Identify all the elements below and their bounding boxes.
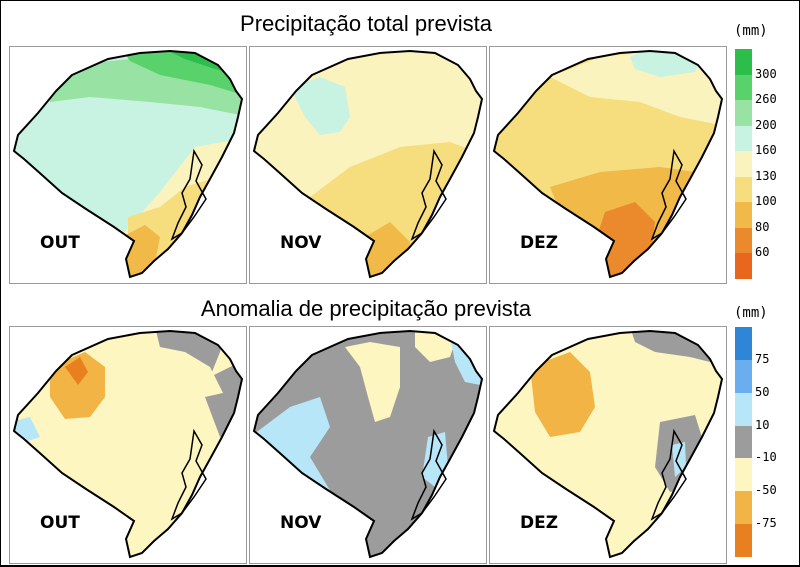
legend_anomaly-tick-label: -10 — [755, 450, 777, 465]
legend_total-swatch — [735, 100, 752, 127]
legend-anomaly-unit: (mm) — [734, 305, 768, 321]
map-total-oct: OUT — [9, 46, 247, 284]
legend_anomaly-swatch — [735, 458, 752, 492]
legend_total-tick-label: 130 — [755, 168, 777, 183]
legend_total-tick-label: 80 — [755, 219, 770, 234]
month-label-oct: OUT — [40, 233, 80, 253]
legend_total-swatch — [735, 74, 752, 101]
legend_anomaly-swatch — [735, 524, 752, 558]
legend-anomaly-precip: (mm) 75 50 10 -10 -50 -75 — [731, 303, 797, 561]
legend-anomaly-colorbar — [735, 327, 752, 558]
legend_anomaly-swatch — [735, 327, 752, 361]
month-label-nov-anomaly: NOV — [280, 513, 322, 533]
legend_total-swatch — [735, 151, 752, 178]
legend_total-swatch — [735, 125, 752, 152]
legend_total-tick-label: 100 — [755, 194, 777, 209]
legend_total-swatch — [735, 202, 752, 229]
legend_total-tick-label: 160 — [755, 143, 777, 158]
legend-total-unit: (mm) — [734, 23, 768, 39]
legend_anomaly-swatch — [735, 425, 752, 459]
month-label-oct-anomaly: OUT — [40, 513, 80, 533]
map-anomaly-oct: OUT — [9, 326, 247, 564]
legend_total-swatch — [735, 253, 752, 280]
legend_total-tick-label: 60 — [755, 245, 770, 260]
month-label-nov: NOV — [280, 233, 322, 253]
legend_anomaly-tick-label: 75 — [755, 351, 770, 366]
map-anomaly-nov: NOV — [249, 326, 487, 564]
legend_anomaly-tick-label: -50 — [755, 483, 777, 498]
legend_anomaly-tick-label: 10 — [755, 417, 770, 432]
total-precip-title: Precipitação total prevista — [240, 11, 492, 36]
legend_anomaly-swatch — [735, 392, 752, 427]
legend_anomaly-tick-label: 50 — [755, 384, 770, 399]
anomaly-precip-title: Anomalia de precipitação prevista — [200, 296, 532, 321]
legend_total-tick-label: 260 — [755, 92, 777, 107]
legend_anomaly-swatch — [735, 491, 752, 525]
legend-total-colorbar — [735, 49, 752, 280]
legend_total-tick-label: 300 — [755, 66, 777, 81]
legend_total-tick-label: 200 — [755, 117, 777, 132]
legend_total-swatch — [735, 49, 752, 76]
legend_total-swatch — [735, 227, 752, 254]
month-label-dec: DEZ — [520, 233, 559, 253]
month-label-dec-anomaly: DEZ — [520, 513, 559, 533]
legend_total-swatch — [735, 176, 752, 203]
legend-total-precip: (mm) 300 260 200 160 130 100 80 60 — [731, 21, 797, 281]
map-total-dec: DEZ — [489, 46, 727, 284]
legend_anomaly-tick-label: -75 — [755, 516, 777, 531]
map-anomaly-dec: DEZ — [489, 326, 727, 564]
map-total-nov: NOV — [249, 46, 487, 284]
legend_anomaly-swatch — [735, 359, 752, 394]
